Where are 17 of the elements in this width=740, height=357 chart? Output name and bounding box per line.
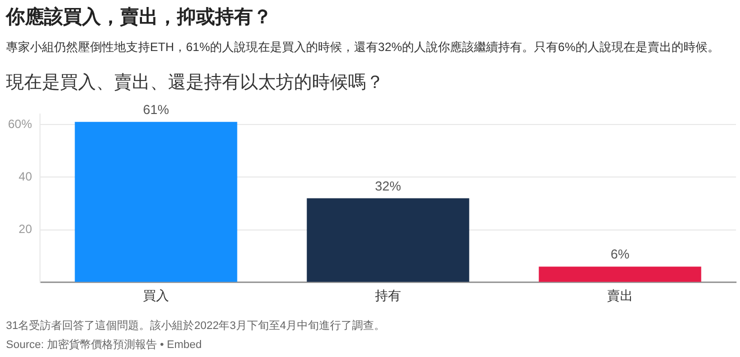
bar [538,266,702,282]
chart-title: 你應該買入，賣出，抑或持有？ [6,5,272,30]
bar [306,198,470,282]
chart-subtitle: 專家小組仍然壓倒性地支持ETH，61%的人說現在是買入的時候，還有32%的人說你應該繼續持有。只有6%的人說現在是賣出的時候。 [6,39,720,56]
source-note: Source: 加密貨幣價格預測報告 • Embed [6,338,202,352]
y-tick-label: 40 [18,169,32,184]
x-tick-label: 買入 [143,288,170,303]
y-tick-label: 20 [18,222,32,236]
data-label: 61% [143,102,170,117]
data-label: 32% [374,178,402,194]
text: 現在是買入、賣出、還是持有以太坊的時候嗎？ [6,71,384,94]
y-tick-label: 60% [8,116,32,131]
text: 31名受訪者回答了這個問題。該小組於2022年3月下旬至4月中旬進行了調查。 [6,318,385,333]
data-label: 6% [610,246,630,262]
x-tick-label: 持有 [375,288,402,303]
x-tick-label: 賣出 [607,288,634,303]
bar [74,122,238,282]
